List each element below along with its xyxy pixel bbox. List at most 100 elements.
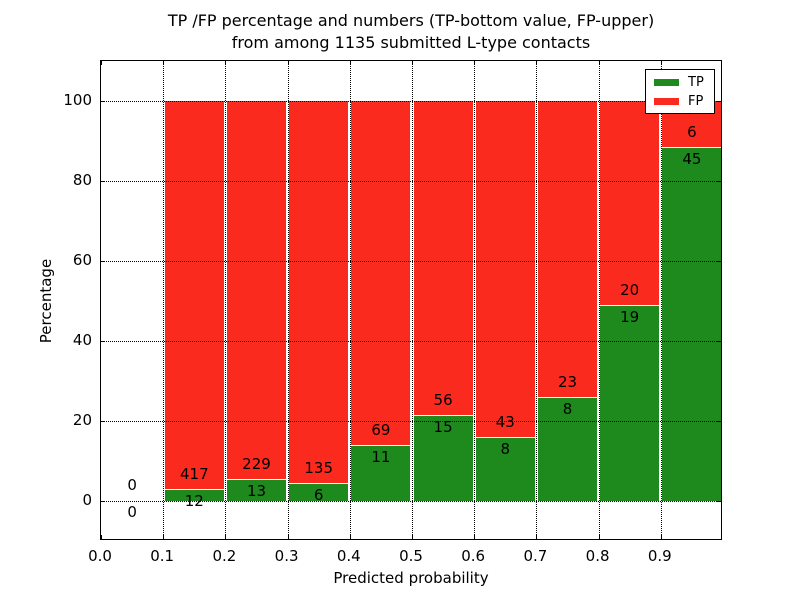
bar-fp-segment-6 bbox=[475, 101, 535, 438]
x-tick-label-0.7: 0.7 bbox=[523, 547, 548, 565]
bar-tp-segment-9 bbox=[662, 148, 722, 501]
fp-count-label-1: 417 bbox=[179, 464, 209, 483]
x-tick-top-0.4 bbox=[349, 61, 351, 65]
tp-count-label-2: 13 bbox=[246, 481, 267, 500]
x-gridline-0.1 bbox=[163, 61, 165, 539]
tp-count-label-9: 45 bbox=[682, 150, 702, 169]
legend-swatch-fp-icon bbox=[654, 98, 679, 105]
y-tick-right-0 bbox=[717, 501, 721, 502]
tp-count-label-0: 0 bbox=[127, 503, 137, 521]
x-tick-bottom-0.0 bbox=[101, 535, 102, 539]
bar-tp-segment-5 bbox=[413, 416, 473, 501]
y-tick-left-60 bbox=[101, 261, 105, 262]
y-tick-label-40: 40 bbox=[72, 331, 92, 349]
x-gridline-0.5 bbox=[412, 61, 413, 539]
y-tick-label-0: 0 bbox=[82, 491, 92, 509]
y-tick-label-100: 100 bbox=[63, 91, 92, 109]
x-gridline-0.2 bbox=[225, 61, 227, 539]
y-tick-right-40 bbox=[717, 341, 721, 342]
fp-count-label-7: 23 bbox=[557, 372, 578, 391]
x-gridline-0.6 bbox=[474, 61, 476, 539]
x-tick-label-0.5: 0.5 bbox=[399, 547, 423, 565]
bar-fp-segment-1 bbox=[164, 101, 224, 489]
x-axis-label: Predicted probability bbox=[333, 569, 489, 587]
y-tick-right-60 bbox=[717, 261, 721, 262]
bar-fp-segment-5 bbox=[413, 101, 473, 416]
fp-count-label-2: 229 bbox=[242, 454, 271, 473]
bar-fp-segment-3 bbox=[289, 101, 349, 483]
bar-fp-segment-7 bbox=[537, 101, 598, 397]
bar-tp-segment-7 bbox=[537, 397, 598, 501]
x-tick-top-0.0 bbox=[101, 61, 102, 65]
y-gridline-20 bbox=[101, 421, 721, 422]
legend-label-tp: TP bbox=[688, 75, 704, 90]
x-tick-bottom-0.6 bbox=[474, 535, 476, 539]
fp-count-label-8: 20 bbox=[620, 281, 640, 300]
fp-count-label-0: 0 bbox=[127, 476, 137, 494]
tp-count-label-7: 8 bbox=[562, 399, 573, 418]
tp-count-label-1: 12 bbox=[184, 491, 204, 510]
x-tick-top-0.6 bbox=[474, 61, 476, 65]
x-gridline-0.9 bbox=[660, 61, 662, 539]
x-tick-top-0.2 bbox=[225, 61, 227, 65]
fp-count-label-3: 135 bbox=[304, 458, 334, 477]
y-tick-label-20: 20 bbox=[72, 411, 92, 429]
x-tick-label-0.2: 0.2 bbox=[212, 547, 237, 565]
y-gridline-100 bbox=[101, 101, 721, 102]
x-gridline-0.7 bbox=[536, 61, 538, 539]
y-tick-left-80 bbox=[101, 181, 105, 182]
x-tick-label-0.8: 0.8 bbox=[585, 547, 610, 565]
y-tick-label-80: 80 bbox=[72, 171, 92, 189]
bar-fp-segment-8 bbox=[600, 101, 660, 306]
x-tick-bottom-0.2 bbox=[225, 535, 227, 539]
x-tick-label-0.0: 0.0 bbox=[88, 547, 112, 565]
tp-count-label-6: 8 bbox=[500, 440, 511, 459]
x-tick-label-0.4: 0.4 bbox=[336, 547, 361, 565]
tp-count-label-5: 15 bbox=[433, 418, 453, 437]
x-tick-label-0.3: 0.3 bbox=[274, 547, 299, 565]
fp-count-label-5: 56 bbox=[433, 391, 453, 410]
x-gridline-0.3 bbox=[287, 61, 289, 539]
y-tick-right-100 bbox=[717, 101, 721, 102]
legend-swatch-tp-icon bbox=[654, 79, 679, 86]
x-tick-bottom-0.1 bbox=[163, 535, 165, 539]
x-tick-top-0.9 bbox=[660, 61, 662, 65]
legend-row-tp: TP bbox=[646, 73, 714, 92]
fp-count-label-6: 43 bbox=[495, 413, 515, 432]
chart-title-line-1: TP /FP percentage and numbers (TP-bottom… bbox=[167, 11, 655, 30]
x-tick-top-0.5 bbox=[412, 61, 413, 65]
x-tick-top-0.3 bbox=[287, 61, 289, 65]
x-tick-bottom-0.7 bbox=[536, 535, 538, 539]
bar-tp-segment-8 bbox=[600, 306, 660, 501]
y-tick-left-100 bbox=[101, 101, 105, 102]
x-tick-bottom-0.5 bbox=[412, 535, 413, 539]
y-tick-label-60: 60 bbox=[72, 251, 92, 269]
x-tick-bottom-0.4 bbox=[349, 535, 351, 539]
x-gridline-0.4 bbox=[349, 61, 351, 539]
tp-count-label-4: 11 bbox=[371, 448, 391, 466]
bar-tp-segment-6 bbox=[475, 438, 535, 501]
bar-tp-segment-1 bbox=[164, 489, 224, 501]
bar-fp-segment-4 bbox=[351, 101, 411, 445]
bar-tp-segment-4 bbox=[351, 446, 411, 501]
bar-fp-segment-2 bbox=[226, 101, 287, 479]
x-tick-bottom-0.3 bbox=[287, 535, 289, 539]
chart-title: TP /FP percentage and numbers (TP-bottom… bbox=[22, 10, 800, 54]
x-tick-top-0.8 bbox=[598, 61, 600, 65]
x-tick-label-0.6: 0.6 bbox=[461, 547, 486, 565]
y-tick-left-20 bbox=[101, 421, 105, 422]
y-gridline-0 bbox=[101, 501, 721, 502]
fp-count-label-4: 69 bbox=[371, 421, 391, 439]
x-tick-bottom-0.8 bbox=[598, 535, 600, 539]
x-gridline-0.8 bbox=[598, 61, 600, 539]
legend: TP FP bbox=[645, 69, 715, 114]
x-tick-top-0.7 bbox=[536, 61, 538, 65]
y-gridline-40 bbox=[101, 341, 721, 342]
bar-tp-segment-3 bbox=[289, 483, 349, 501]
legend-row-fp: FP bbox=[646, 92, 714, 111]
y-gridline-80 bbox=[101, 181, 721, 182]
y-axis-label: Percentage bbox=[37, 258, 55, 344]
legend-label-fp: FP bbox=[688, 94, 704, 109]
y-gridline-60 bbox=[101, 261, 721, 262]
